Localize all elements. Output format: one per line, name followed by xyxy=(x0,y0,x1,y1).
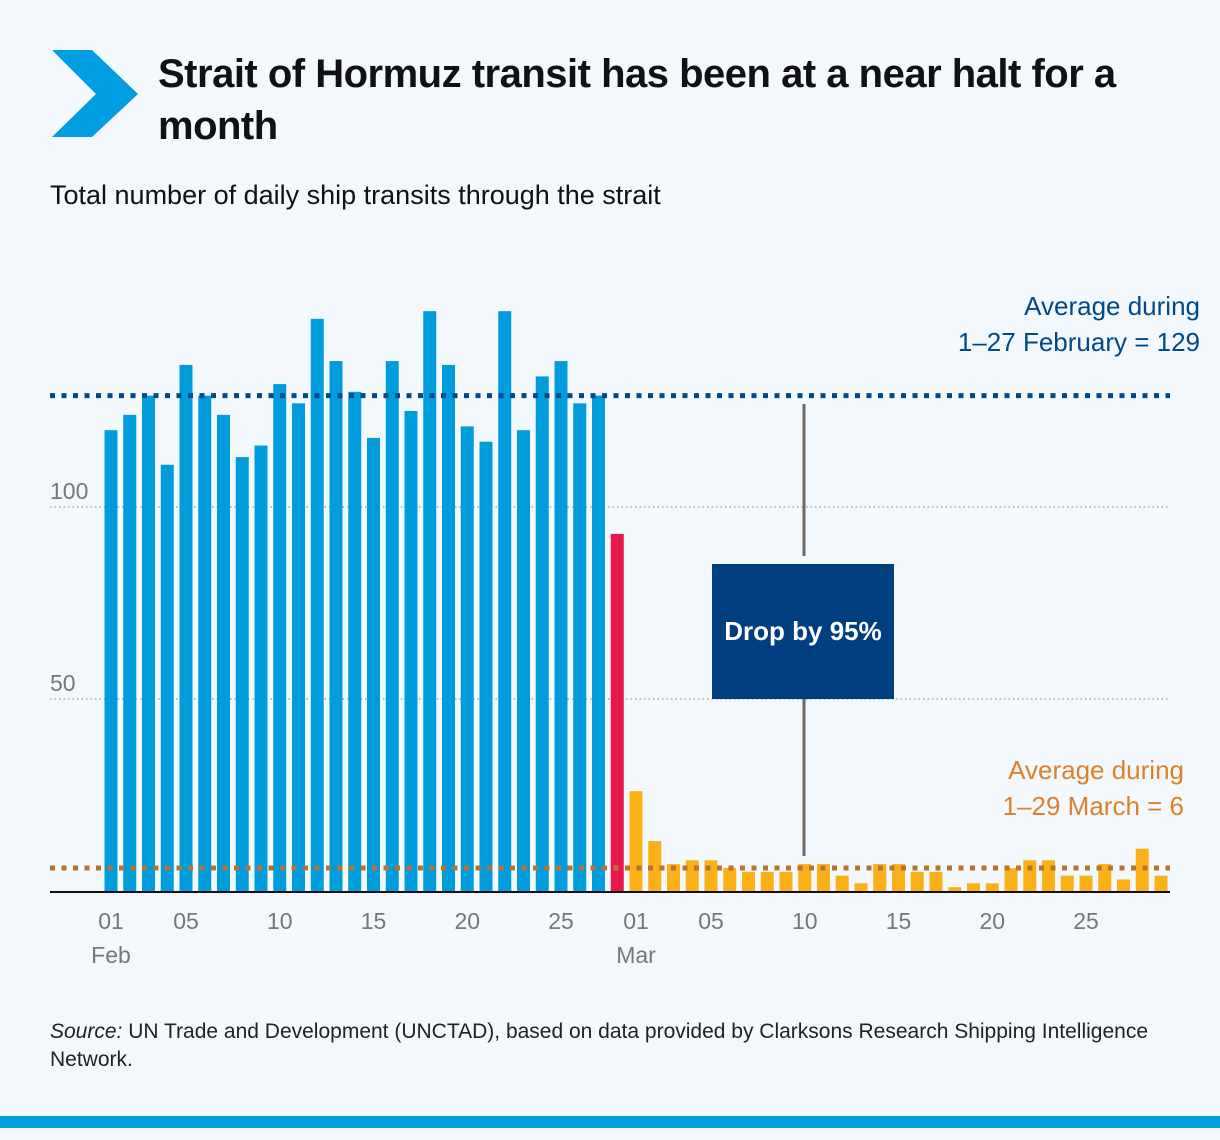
bar xyxy=(142,395,155,891)
bar xyxy=(1135,848,1149,891)
bar xyxy=(292,403,305,891)
bar xyxy=(160,464,174,891)
source-note: Source: UN Trade and Development (UNCTAD… xyxy=(50,1018,1170,1074)
bar xyxy=(1060,875,1074,891)
bar xyxy=(685,860,699,891)
bar xyxy=(1154,875,1168,891)
bar xyxy=(592,395,605,891)
bar xyxy=(779,871,793,891)
bar xyxy=(254,445,268,891)
bar xyxy=(179,364,193,891)
x-tick-month-label: Feb xyxy=(91,942,131,968)
bar xyxy=(1023,860,1037,891)
bar xyxy=(1079,875,1093,891)
y-tick-label: 100 xyxy=(50,478,88,504)
bar xyxy=(1004,867,1018,891)
bar xyxy=(723,867,737,891)
bar xyxy=(985,883,999,891)
bar xyxy=(967,883,980,891)
bar xyxy=(498,311,512,891)
x-tick-label: 01 xyxy=(623,908,649,934)
x-tick-month-label: Mar xyxy=(616,942,656,968)
x-tick-label: 25 xyxy=(548,908,574,934)
mar-average-line2: 1–29 March = 6 xyxy=(1002,791,1184,821)
bar xyxy=(929,871,943,891)
bar xyxy=(610,533,624,891)
x-tick-label: 25 xyxy=(1073,908,1099,934)
bar xyxy=(892,864,905,891)
page-title: Strait of Hormuz transit has been at a n… xyxy=(158,52,1116,148)
x-tick-label: 05 xyxy=(698,908,724,934)
source-label: Source: xyxy=(50,1020,123,1043)
bar xyxy=(423,311,437,891)
bar xyxy=(798,864,812,891)
bar-chart: 50 100 01 Feb 05 10 15 20 25 01 Mar 05 10 15 20 25 xyxy=(50,311,1170,968)
bar xyxy=(554,361,568,892)
bar xyxy=(1098,864,1112,891)
bar xyxy=(123,414,137,891)
mar-average-label: Average during 1–29 March = 6 xyxy=(1003,752,1184,824)
bar xyxy=(910,871,924,891)
x-tick-label: 10 xyxy=(267,908,293,934)
bar xyxy=(385,361,399,892)
bar xyxy=(742,871,755,891)
bar xyxy=(573,403,587,891)
source-text: UN Trade and Development (UNCTAD), based… xyxy=(50,1020,1149,1071)
drop-annotation: Drop by 95% xyxy=(712,564,894,699)
bar xyxy=(460,426,474,891)
bar xyxy=(648,841,662,891)
bar xyxy=(198,395,212,891)
x-tick-label: 01 xyxy=(98,908,124,934)
bar xyxy=(854,883,868,891)
bar xyxy=(442,364,455,891)
mar-average-line1: Average during xyxy=(1008,755,1184,785)
bar xyxy=(217,414,230,891)
bar xyxy=(367,437,380,891)
chart-subtitle: Total number of daily ship transits thro… xyxy=(50,180,661,210)
bar xyxy=(235,457,249,891)
bar xyxy=(629,791,643,891)
bar xyxy=(835,875,849,891)
brand-bar xyxy=(0,1116,1220,1128)
bar xyxy=(310,318,324,892)
bar xyxy=(348,391,362,891)
bar xyxy=(273,384,287,891)
bar xyxy=(404,411,418,891)
feb-average-line1: Average during xyxy=(1024,291,1200,321)
x-tick-label: 20 xyxy=(979,908,1005,934)
y-tick-label: 50 xyxy=(50,670,76,696)
x-tick-label: 05 xyxy=(173,908,199,934)
bar xyxy=(873,864,887,891)
chevron-logo-icon xyxy=(52,50,138,137)
bar xyxy=(479,441,493,891)
bar xyxy=(1117,879,1130,891)
bar xyxy=(817,864,830,891)
bar xyxy=(948,887,962,891)
x-tick-label: 10 xyxy=(792,908,818,934)
x-tick-label: 15 xyxy=(361,908,387,934)
bar xyxy=(517,430,530,891)
x-tick-label: 15 xyxy=(886,908,912,934)
bar xyxy=(329,361,343,892)
feb-average-line2: 1–27 February = 129 xyxy=(957,327,1200,357)
bar xyxy=(104,430,118,891)
feb-average-label: Average during 1–27 February = 129 xyxy=(958,288,1200,360)
bar xyxy=(1042,860,1055,891)
bar xyxy=(535,376,549,891)
bar xyxy=(760,871,774,891)
x-tick-label: 20 xyxy=(454,908,480,934)
bar xyxy=(704,860,718,891)
bar xyxy=(667,864,680,891)
